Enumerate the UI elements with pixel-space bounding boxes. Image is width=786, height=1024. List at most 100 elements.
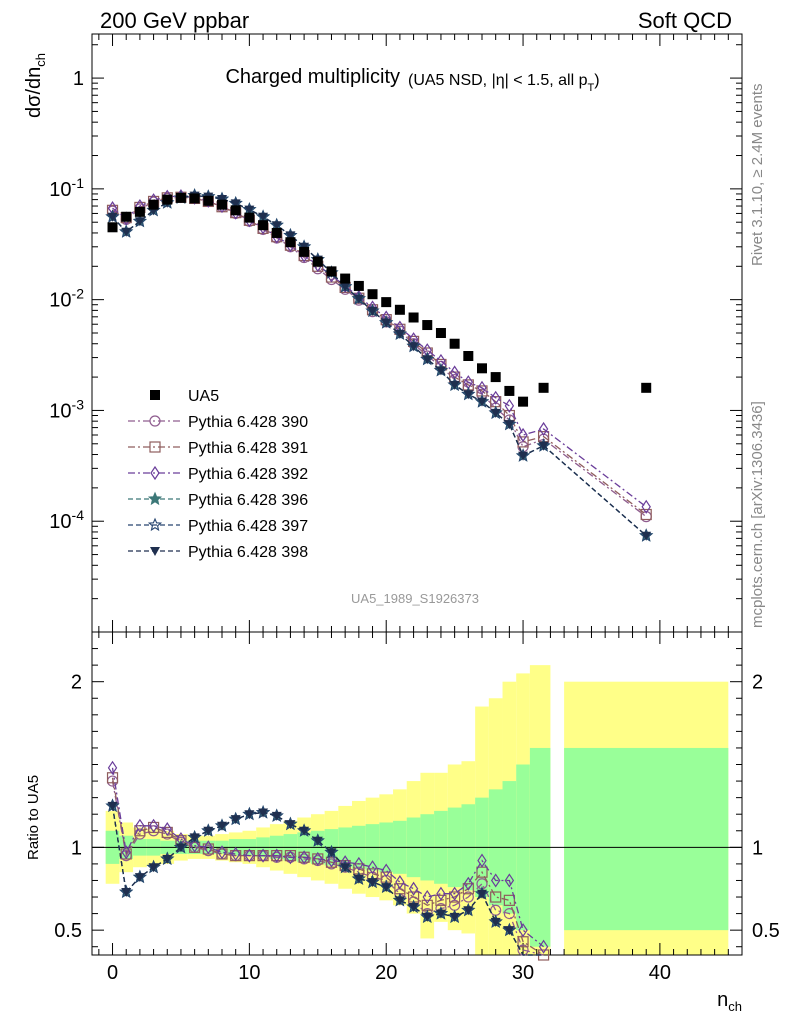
x-tick-label: 40 — [649, 962, 671, 984]
reference-point — [162, 194, 173, 205]
ratio-point — [285, 820, 296, 830]
ratio-point — [504, 873, 515, 888]
ratio-point — [258, 808, 269, 818]
ratio-point — [381, 883, 392, 893]
ratio-point — [395, 875, 405, 890]
ratio-point — [354, 856, 364, 871]
ratio-point — [135, 818, 145, 833]
ratio-point — [477, 889, 487, 899]
legend-label: Pythia 6.428 398 — [188, 544, 308, 561]
x-tick-label: 30 — [512, 962, 534, 984]
data-point — [367, 306, 378, 316]
ratio-point — [244, 810, 255, 820]
ratio-point — [162, 822, 172, 837]
ratio-point — [217, 821, 227, 831]
ratio-point — [217, 845, 227, 860]
data-point — [230, 199, 241, 209]
reference-point — [422, 320, 433, 331]
ratio-point — [490, 917, 501, 927]
series-line-5 — [112, 194, 647, 537]
ratio-point — [121, 845, 131, 860]
ratio-point — [161, 826, 173, 839]
ratio-point — [271, 811, 282, 821]
ratio-point — [189, 838, 200, 853]
ratio-point — [394, 896, 405, 906]
ratio-point — [203, 826, 214, 836]
ratio-point — [107, 760, 118, 775]
ratio-point — [367, 860, 378, 875]
ratio-series-layer — [105, 760, 550, 961]
ratio-point — [107, 801, 118, 811]
reference-point — [518, 396, 529, 407]
series-line-2 — [112, 195, 647, 508]
ratio-point — [367, 878, 378, 888]
reference-point — [189, 193, 200, 204]
ratio-point — [422, 912, 433, 922]
reference-point — [353, 280, 364, 291]
reference-point — [394, 304, 405, 315]
ratio-point — [121, 888, 132, 898]
ratio-point — [408, 902, 419, 912]
reference-point — [326, 266, 337, 277]
data-point — [641, 531, 652, 541]
ratio-point — [203, 840, 214, 855]
legend-label: Pythia 6.428 392 — [188, 466, 308, 483]
reference-point — [175, 192, 186, 203]
x-tick-label: 0 — [107, 962, 118, 984]
data-point — [641, 499, 651, 514]
reference-point — [258, 220, 269, 231]
legend-marker — [150, 547, 160, 556]
data-point — [244, 205, 255, 215]
ratio-point — [408, 881, 419, 896]
data-point — [121, 227, 132, 237]
ratio-point — [463, 906, 474, 916]
header-left: 200 GeV ppbar — [100, 8, 249, 33]
data-point — [504, 420, 515, 430]
data-point — [258, 212, 269, 222]
reference-point — [504, 385, 515, 396]
reference-point — [435, 328, 446, 338]
data-point — [640, 508, 652, 521]
watermark: UA5_1989_S1926373 — [351, 591, 479, 606]
ratio-point — [436, 886, 446, 901]
ratio-point — [326, 853, 337, 868]
ratio-point — [230, 846, 241, 862]
ratio-line-0 — [111, 780, 544, 956]
data-point — [490, 408, 501, 418]
ratio-point — [162, 854, 173, 864]
reference-point — [107, 222, 118, 233]
legend-label: Pythia 6.428 396 — [188, 492, 308, 509]
series-line-3 — [112, 194, 647, 537]
ratio-point — [503, 894, 515, 906]
reference-point — [244, 212, 255, 223]
data-point — [381, 318, 392, 328]
ratio-point — [449, 891, 461, 903]
reference-point — [230, 205, 241, 216]
ratio-point — [435, 894, 447, 906]
ratio-point — [326, 848, 337, 858]
ratio-ylabel: Ratio to UA5 — [25, 775, 42, 860]
ratio-point — [175, 843, 186, 853]
x-axis-label: nch — [717, 989, 742, 1014]
ratio-point — [230, 815, 241, 825]
ratio-point — [449, 912, 460, 922]
data-point — [477, 397, 487, 407]
series-line-4 — [112, 194, 647, 537]
ratio-frame — [91, 631, 743, 956]
data-point — [538, 441, 549, 451]
data-point — [134, 217, 145, 227]
data-point — [517, 436, 529, 448]
ratio-y-tick-label-right: 0.5 — [752, 920, 780, 942]
data-point — [107, 212, 118, 222]
ratio-y-tick-label-right: 1 — [752, 837, 763, 859]
data-point — [217, 195, 227, 205]
ratio-point — [299, 826, 310, 836]
ratio-point — [462, 883, 474, 895]
reference-point — [217, 199, 227, 210]
ratio-point — [313, 851, 323, 867]
legend-marker — [147, 491, 163, 506]
main-ylabel: dσ/dnch — [23, 53, 48, 118]
legend-label: Pythia 6.428 390 — [188, 414, 308, 431]
ratio-point — [503, 907, 515, 920]
x-tick-label: 10 — [238, 962, 260, 984]
